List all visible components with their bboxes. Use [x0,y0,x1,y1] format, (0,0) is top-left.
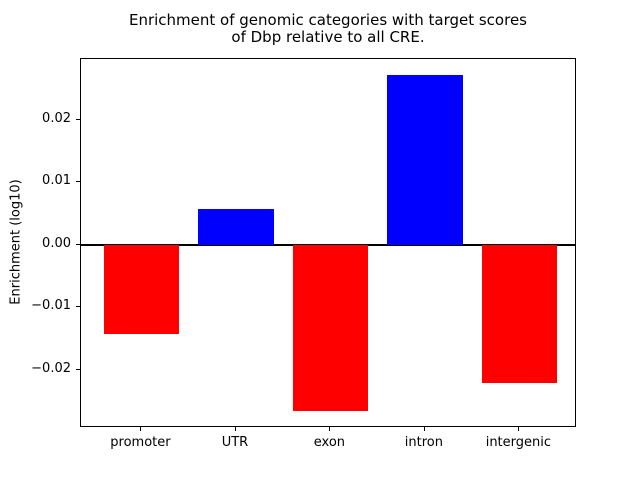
y-tick-label: 0.02 [42,110,71,126]
bar-intergenic [481,244,558,383]
y-tick-mark [76,306,80,308]
y-tick-mark [76,181,80,183]
chart-title: Enrichment of genomic categories with ta… [80,12,576,46]
bar-exon [292,244,369,412]
chart-title-line1: Enrichment of genomic categories with ta… [128,11,527,29]
x-tick-mark [518,427,520,431]
y-tick-label: 0.01 [42,173,71,189]
y-tick-label: 0.00 [42,235,71,251]
x-tick-label-UTR: UTR [221,435,249,450]
x-tick-label-promoter: promoter [110,435,171,450]
y-tick-mark [76,243,80,245]
y-tick-label: −0.02 [31,360,71,376]
y-tick-mark [76,118,80,120]
bar-intron [387,75,463,245]
y-tick-label: −0.01 [31,298,71,314]
y-tick-mark [76,368,80,370]
x-tick-label-intergenic: intergenic [485,435,552,450]
chart-title-line2: of Dbp relative to all CRE. [231,28,425,46]
x-tick-label-exon: exon [313,435,346,450]
plot-area [80,58,576,427]
x-tick-mark [234,427,236,431]
bar-promoter [103,244,180,334]
x-tick-label-intron: intron [404,435,443,450]
bar-UTR [198,209,274,245]
x-tick-mark [140,427,142,431]
x-tick-mark [329,427,331,431]
x-tick-mark [423,427,425,431]
